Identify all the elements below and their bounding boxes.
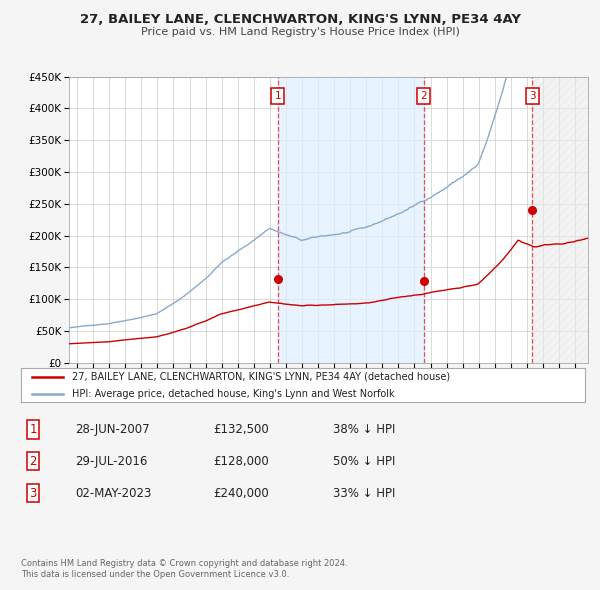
Text: 29-JUL-2016: 29-JUL-2016 xyxy=(75,455,148,468)
Text: 33% ↓ HPI: 33% ↓ HPI xyxy=(333,487,395,500)
Text: 28-JUN-2007: 28-JUN-2007 xyxy=(75,423,149,436)
Text: HPI: Average price, detached house, King's Lynn and West Norfolk: HPI: Average price, detached house, King… xyxy=(72,389,394,399)
Text: 1: 1 xyxy=(274,91,281,101)
Text: 2: 2 xyxy=(29,455,37,468)
Text: 50% ↓ HPI: 50% ↓ HPI xyxy=(333,455,395,468)
Text: 38% ↓ HPI: 38% ↓ HPI xyxy=(333,423,395,436)
Text: 3: 3 xyxy=(29,487,37,500)
Text: £240,000: £240,000 xyxy=(213,487,269,500)
Text: Contains HM Land Registry data © Crown copyright and database right 2024.: Contains HM Land Registry data © Crown c… xyxy=(21,559,347,568)
Bar xyxy=(532,77,588,363)
Text: This data is licensed under the Open Government Licence v3.0.: This data is licensed under the Open Gov… xyxy=(21,571,289,579)
Text: 1: 1 xyxy=(29,423,37,436)
Text: £128,000: £128,000 xyxy=(213,455,269,468)
Text: 27, BAILEY LANE, CLENCHWARTON, KING'S LYNN, PE34 4AY: 27, BAILEY LANE, CLENCHWARTON, KING'S LY… xyxy=(79,13,521,26)
Text: 27, BAILEY LANE, CLENCHWARTON, KING'S LYNN, PE34 4AY (detached house): 27, BAILEY LANE, CLENCHWARTON, KING'S LY… xyxy=(72,372,450,382)
Text: Price paid vs. HM Land Registry's House Price Index (HPI): Price paid vs. HM Land Registry's House … xyxy=(140,27,460,37)
Text: 02-MAY-2023: 02-MAY-2023 xyxy=(75,487,151,500)
Text: 3: 3 xyxy=(529,91,536,101)
Text: 2: 2 xyxy=(421,91,427,101)
Bar xyxy=(278,77,424,363)
Text: £132,500: £132,500 xyxy=(213,423,269,436)
